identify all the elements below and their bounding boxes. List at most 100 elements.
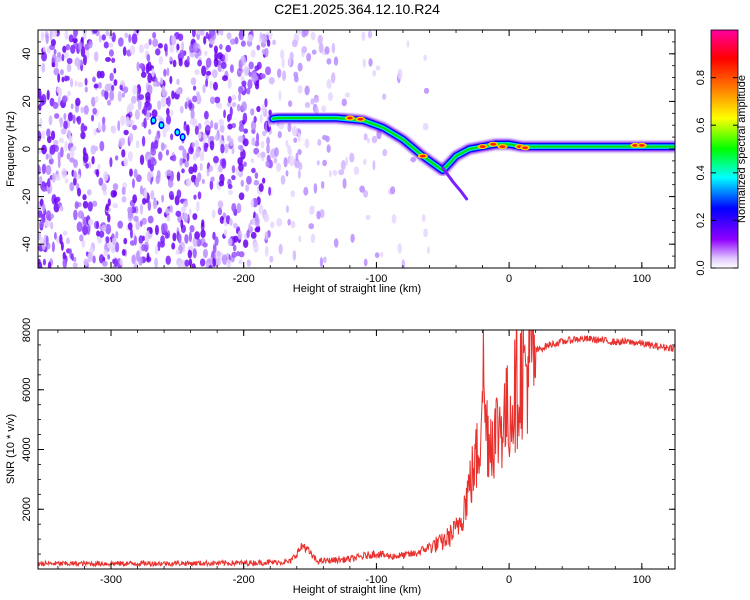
spectrogram-cell xyxy=(139,185,143,195)
spectrogram-cell xyxy=(134,109,140,120)
spectrogram-cell xyxy=(209,96,216,104)
spectrogram-cell xyxy=(212,155,219,164)
spectrogram-cell xyxy=(215,102,219,108)
spectrogram-cell xyxy=(236,104,241,112)
spectrogram-cell xyxy=(288,57,292,67)
spectrogram-cell xyxy=(172,154,177,162)
spectrogram-cell xyxy=(216,250,221,258)
spectrogram-cell xyxy=(114,155,119,161)
spectrogram-cell xyxy=(184,101,188,110)
spectrogram-cell xyxy=(177,260,182,268)
spectrogram-cell xyxy=(202,248,208,259)
spectrogram-cell xyxy=(129,119,135,126)
spectrogram-cell xyxy=(338,169,345,176)
spectrogram-cell xyxy=(226,259,232,268)
spectrogram-cell xyxy=(309,207,315,215)
spectrogram-cell xyxy=(251,137,256,146)
spectrogram-cell xyxy=(141,243,146,252)
spectrogram-cell xyxy=(70,78,74,88)
spectrogram-cell xyxy=(316,160,320,166)
spectrogram-cell xyxy=(223,229,228,237)
spectrogram-cell xyxy=(423,87,430,94)
spectrogram-cell xyxy=(138,94,145,100)
spectrogram-cell xyxy=(92,30,98,34)
spectrogram-cell xyxy=(55,196,61,203)
spectrogram-cell xyxy=(341,98,347,107)
spectrogram-cell xyxy=(169,204,174,214)
spectrogram-cell xyxy=(248,223,252,230)
spectrogram-cell xyxy=(189,118,196,125)
spectrogram-cell xyxy=(157,43,163,49)
spectrogram-cell xyxy=(183,200,189,208)
spectrogram-ylabel: Frequency (Hz) xyxy=(5,111,17,187)
spectrogram-cell xyxy=(143,117,147,129)
spectrogram-cell xyxy=(156,170,161,179)
spectrogram-cell xyxy=(234,36,239,45)
spectrogram-cell xyxy=(39,237,44,246)
spectrogram-cell xyxy=(250,120,257,131)
spectrogram-cell xyxy=(205,32,209,39)
spectrogram-cell xyxy=(169,42,175,53)
spectrogram-cell xyxy=(64,30,69,40)
spectrogram-cell xyxy=(246,229,250,239)
spectrogram-cell xyxy=(80,131,86,140)
spectrogram-cell xyxy=(64,178,69,184)
spectrogram-cell xyxy=(38,231,42,241)
spectrogram-cell xyxy=(127,151,133,162)
spectrogram-cell xyxy=(208,165,214,172)
spectrogram-cell xyxy=(422,122,429,131)
spectrogram-cell xyxy=(209,30,215,37)
spectrogram-cell xyxy=(372,69,377,77)
spectrogram-cell xyxy=(188,231,193,243)
spectrogram-cell xyxy=(52,101,59,110)
spectrogram-cell xyxy=(229,138,234,147)
spectrogram-cell xyxy=(111,233,115,239)
spectrogram-cell xyxy=(427,246,430,254)
spectrogram-cell xyxy=(167,95,171,107)
spectrogram-cell xyxy=(220,61,227,70)
spectrogram-cell xyxy=(51,30,58,38)
spectrogram-cell xyxy=(205,125,211,131)
spectrogram-cell xyxy=(201,219,205,228)
spectrogram-cell xyxy=(154,257,158,268)
spectrogram-cell xyxy=(88,218,94,226)
spectrogram-cell xyxy=(122,46,127,57)
ridge-tail xyxy=(441,166,469,201)
spectrogram-cell xyxy=(62,258,68,268)
spectrogram-cell xyxy=(170,35,177,46)
colorbar-ticks: 0.0 0.2 0.4 0.6 0.8 xyxy=(695,70,738,276)
spectrogram-cell xyxy=(212,257,216,268)
spectrogram-cell xyxy=(82,152,89,164)
spectrogram-cell xyxy=(41,147,47,154)
spectrogram-cell xyxy=(423,228,428,238)
spectrogram-cell xyxy=(372,160,376,171)
ridge-hotspot-core xyxy=(638,144,645,147)
spectrogram-cell xyxy=(45,33,49,44)
snr-xtick-label: 0 xyxy=(506,574,512,586)
spectrogram-cell xyxy=(82,200,89,209)
spectrogram-cell xyxy=(138,235,144,245)
spectrogram-cell xyxy=(54,174,61,181)
spectrogram-cell xyxy=(254,75,259,81)
spectrogram-cell xyxy=(95,168,100,178)
spectrogram-cell xyxy=(268,30,273,40)
spectrogram-cell xyxy=(120,115,126,126)
spectrogram-cell xyxy=(131,178,135,189)
spectrogram-cell xyxy=(153,139,159,150)
spectrogram-cell xyxy=(91,96,96,107)
spectrogram-cell xyxy=(229,218,233,226)
spectrogram-cell xyxy=(208,135,215,142)
spectrogram-cell xyxy=(258,183,264,192)
spectrogram-cell xyxy=(272,39,277,46)
spectrogram-xtick-label: -100 xyxy=(365,273,387,285)
spectrogram-cell xyxy=(314,106,319,115)
spectrogram-cell xyxy=(209,139,215,151)
spectrogram-cell xyxy=(217,200,224,209)
spectrogram-cell xyxy=(141,197,147,205)
spectrogram-cell xyxy=(160,96,167,108)
spectrogram-xtick-label: 100 xyxy=(633,273,651,285)
spectrogram-cell xyxy=(238,251,245,258)
spectrogram-cell xyxy=(293,75,299,83)
spectrogram-cell xyxy=(322,159,327,167)
spectrogram-cell xyxy=(297,148,302,155)
